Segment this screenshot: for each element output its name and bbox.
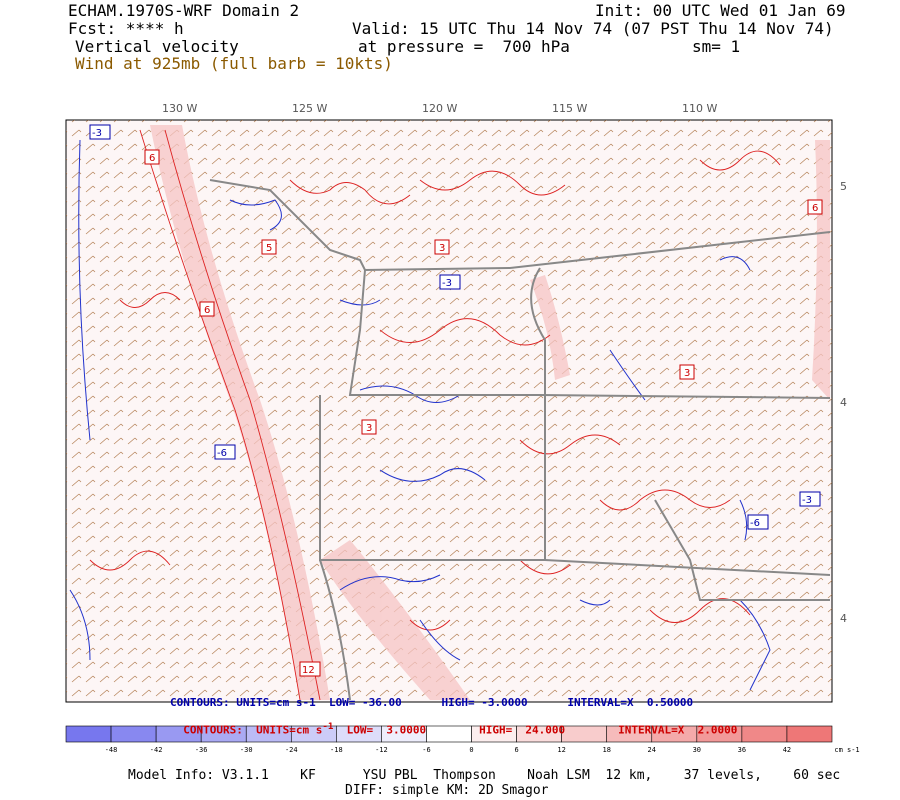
lat-labels: 5 4 4	[840, 180, 847, 625]
colorbar-tick-label: 42	[782, 746, 792, 754]
colorbar-tick-label: -12	[375, 746, 388, 754]
pressure-level: at pressure = 700 hPa	[358, 37, 570, 56]
svg-text:3: 3	[439, 243, 445, 254]
colorbar	[65, 725, 833, 743]
boundaries	[209, 179, 831, 701]
colorbar-swatch	[65, 725, 112, 743]
smoothing: sm= 1	[692, 37, 741, 56]
svg-text:12: 12	[302, 665, 315, 676]
svg-text:3: 3	[366, 423, 372, 434]
colorbar-swatch	[741, 725, 788, 743]
wind-legend: Wind at 925mb (full barb = 10kts)	[75, 54, 393, 73]
colorbar-tick-label: -48	[104, 746, 118, 754]
colorbar-tick-label: -42	[149, 746, 163, 754]
lon-label: 125 W	[292, 102, 327, 115]
svg-text:-3: -3	[802, 495, 812, 506]
lat-label: 4	[840, 396, 847, 409]
colorbar-tick-label: -30	[239, 746, 253, 754]
lon-label: 130 W	[162, 102, 197, 115]
red-contour-info: CONTOURS: UNITS=cm s-1 LOW= 3.0000 HIGH=…	[183, 721, 738, 737]
blue-contour-info: CONTOURS: UNITS=cm s-1 LOW= -36.00 HIGH=…	[170, 696, 694, 709]
forecast-hour: Fcst: **** h	[68, 19, 184, 38]
lon-label: 120 W	[422, 102, 457, 115]
colorbar-tick-label: 24	[647, 746, 656, 754]
svg-text:6: 6	[812, 203, 818, 214]
svg-text:-6: -6	[750, 518, 760, 529]
diff-info: DIFF: simple KM: 2D Smagor	[345, 783, 549, 798]
lon-label: 110 W	[682, 102, 717, 115]
svg-text:5: 5	[266, 243, 272, 254]
colorbar-tick-label: 18	[602, 746, 611, 754]
svg-text:3: 3	[684, 368, 690, 379]
svg-text:-6: -6	[217, 448, 227, 459]
svg-text:-3: -3	[442, 278, 452, 289]
colorbar-swatch	[786, 725, 833, 743]
model-title: ECHAM.1970S-WRF Domain 2	[68, 1, 300, 20]
colorbar-tick-label: 36	[737, 746, 747, 754]
svg-text:6: 6	[149, 153, 155, 164]
lon-label: 115 W	[552, 102, 587, 115]
colorbar-tick-label: -6	[422, 746, 431, 754]
contour-labels-blue: -3 -6 -3 -6 -3	[89, 124, 821, 530]
model-info: Model Info: V3.1.1 KF YSU PBL Thompson N…	[128, 768, 841, 783]
colorbar-tick-label: 6	[514, 746, 519, 754]
lon-labels: 130 W 125 W 120 W 115 W 110 W	[162, 102, 717, 115]
blue-contours	[69, 139, 771, 691]
colorbar-tick-label: -18	[330, 746, 343, 754]
valid-time: Valid: 15 UTC Thu 14 Nov 74 (07 PST Thu …	[352, 19, 834, 38]
red-contours	[89, 129, 781, 701]
lat-label: 5	[840, 180, 847, 193]
init-time: Init: 00 UTC Wed 01 Jan 69	[595, 1, 846, 20]
colorbar-units: cm s-1	[834, 746, 860, 754]
colorbar-tick-label: 12	[557, 746, 566, 754]
upward-motion-shading	[150, 125, 830, 700]
colorbar-tick-label: -36	[194, 746, 208, 754]
field-name: Vertical velocity	[75, 37, 239, 56]
colorbar-swatch	[110, 725, 157, 743]
svg-text:-3: -3	[92, 128, 102, 139]
colorbar-tick-label: 30	[692, 746, 702, 754]
colorbar-tick-label: 0	[469, 746, 474, 754]
svg-text:6: 6	[204, 305, 210, 316]
contour-labels-red: 6 3 5 6 3 12 3 6	[144, 149, 823, 677]
colorbar-tick-label: -24	[284, 746, 298, 754]
lat-label: 4	[840, 612, 847, 625]
